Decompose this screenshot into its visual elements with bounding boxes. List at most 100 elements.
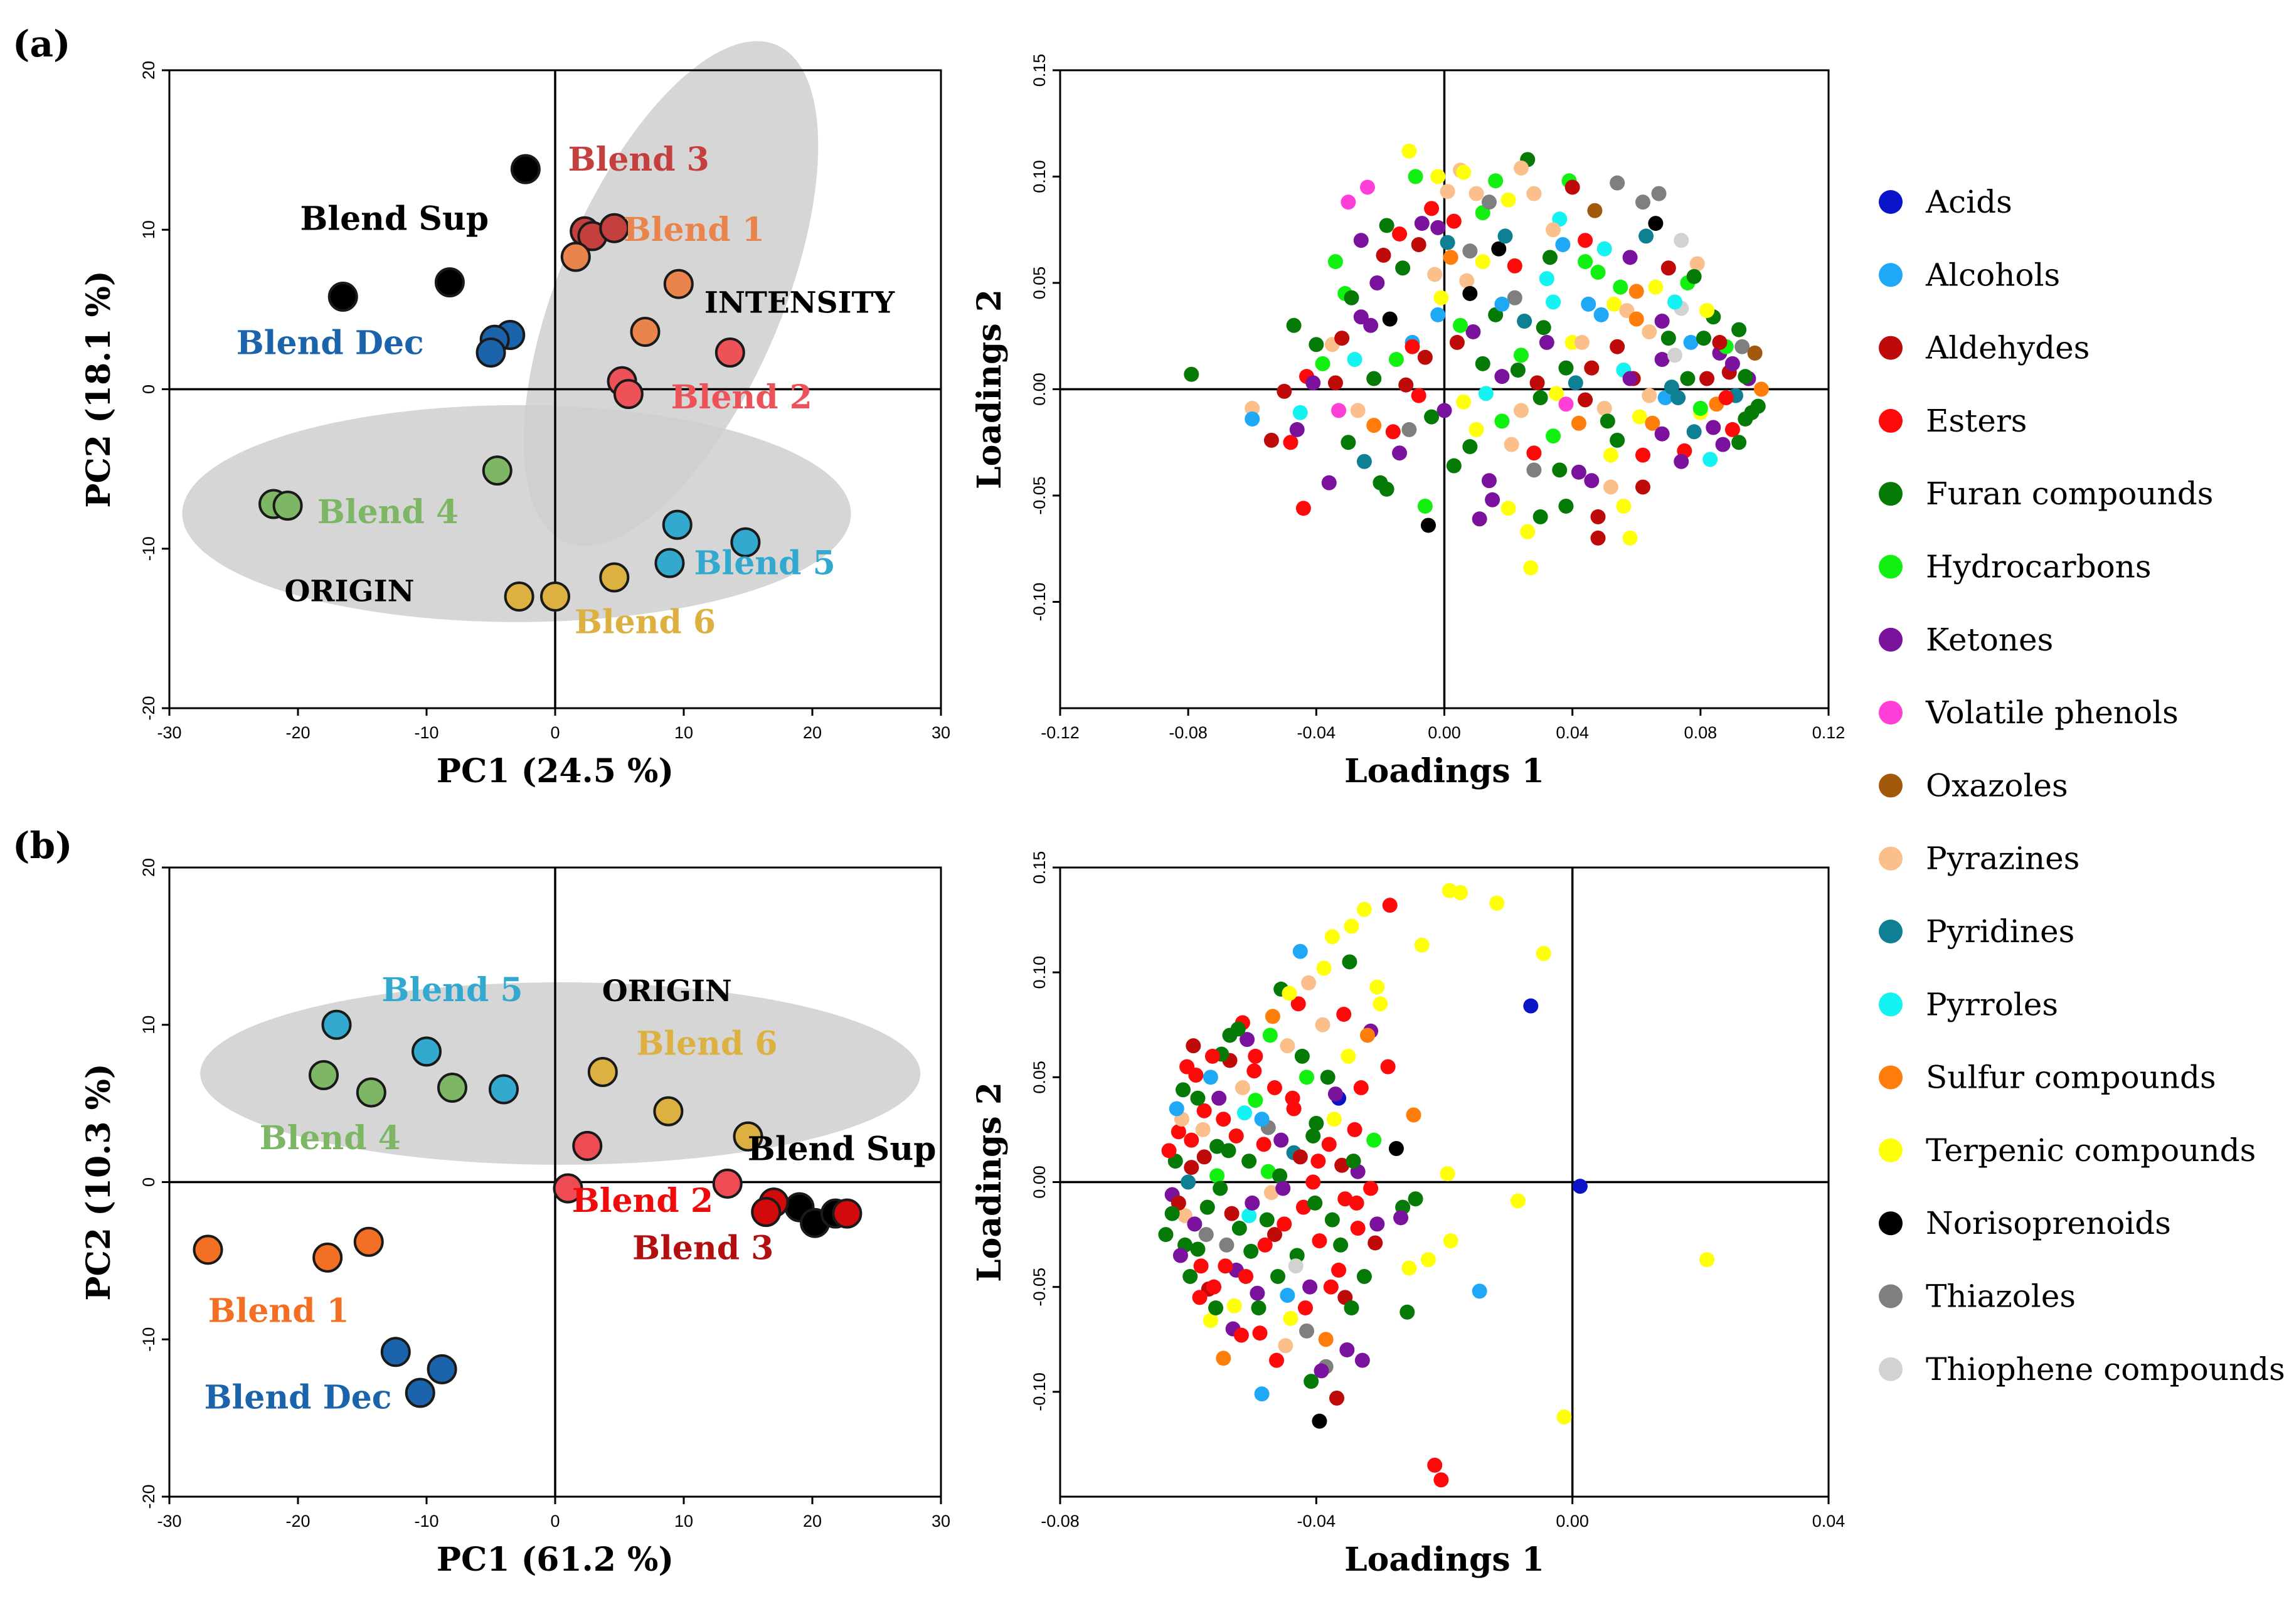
y-tick-label: 0.15 — [1030, 54, 1049, 87]
loading-point-ketones — [1724, 356, 1740, 371]
loading-point-alcohols — [1254, 1386, 1270, 1402]
scores-plot-a: -30 -20 -10 0 10 20 30 -20 -10 0 10 20 PC1 (24.5 %) P… — [80, 41, 950, 790]
loading-point-aldehydes — [1334, 1157, 1350, 1173]
loading-point-pyridines — [1670, 390, 1686, 406]
loading-point-alcohols — [1280, 1288, 1295, 1303]
loading-point-terpenic-compounds — [1453, 885, 1468, 901]
loading-point-pyrazines — [1689, 256, 1705, 272]
loading-point-hydrocarbons — [1315, 356, 1330, 371]
loading-point-thiazoles — [1481, 194, 1497, 210]
loading-point-aldehydes — [1186, 1038, 1201, 1054]
loading-point-aldehydes — [1590, 530, 1606, 546]
loading-point-furan-compounds — [1510, 362, 1526, 378]
group-label-blend-dec: Blend Dec — [204, 1379, 392, 1417]
loading-point-furan-compounds — [1366, 371, 1382, 386]
score-point-blend-1 — [663, 268, 694, 299]
loading-point-esters — [1256, 1137, 1272, 1152]
loading-point-furan-compounds — [1731, 322, 1747, 337]
loading-point-esters — [1382, 898, 1398, 913]
loading-point-thiazoles — [1526, 462, 1542, 478]
loading-point-sulfur-compounds — [1571, 415, 1586, 431]
region-label-intensity: INTENSITY — [704, 285, 895, 320]
loading-point-sulfur-compounds — [1628, 284, 1644, 299]
x-tick-label: 10 — [674, 1512, 693, 1531]
loading-point-thiazoles — [1610, 175, 1625, 191]
x-tick-label: -0.04 — [1297, 723, 1336, 742]
loading-point-pyridines — [1440, 235, 1455, 250]
loading-point-ketones — [1654, 426, 1670, 442]
loading-point-aldehydes — [1334, 331, 1350, 346]
loading-point-aldehydes — [1368, 1235, 1383, 1251]
loading-point-esters — [1405, 339, 1420, 354]
loading-point-ketones — [1302, 1279, 1318, 1295]
score-point-blend-dec — [475, 337, 506, 368]
loading-point-esters — [1433, 1472, 1449, 1488]
loading-point-pyrazines — [1263, 1185, 1279, 1201]
loading-point-terpenic-compounds — [1632, 409, 1647, 425]
loading-point-thiazoles — [1734, 339, 1750, 354]
loading-point-hydrocarbons — [1248, 1093, 1263, 1108]
loading-point-sulfur-compounds — [1753, 381, 1769, 397]
x-tick-label: -20 — [285, 723, 310, 742]
loading-point-pyrazines — [1440, 184, 1455, 199]
y-tick-label: 0.00 — [1030, 1165, 1049, 1199]
loading-point-pyrroles — [1237, 1105, 1252, 1121]
loading-point-esters — [1192, 1290, 1208, 1305]
loading-point-furan-compounds — [1309, 337, 1324, 353]
y-tick-label: 0.05 — [1030, 267, 1049, 300]
loading-point-ketones — [1250, 1285, 1265, 1301]
loading-point-ketones — [1465, 324, 1481, 339]
loading-point-furan-compounds — [1344, 1300, 1359, 1316]
loading-point-terpenic-compounds — [1556, 1409, 1572, 1425]
loading-point-terpenic-compounds — [1316, 960, 1332, 976]
loading-point-terpenic-compounds — [1401, 143, 1417, 159]
y-tick-label: 0.05 — [1030, 1061, 1049, 1094]
loading-point-thiazoles — [1401, 422, 1417, 437]
loading-point-esters — [1305, 1174, 1321, 1190]
legend-label-thiazoles: Thiazoles — [1926, 1278, 2076, 1315]
loading-point-ketones — [1211, 1090, 1227, 1106]
loading-point-furan-compounds — [1446, 458, 1462, 474]
score-point-blend-sup — [434, 267, 465, 298]
loading-point-ketones — [1472, 511, 1487, 527]
y-tick-label: 20 — [139, 858, 158, 877]
x-tick-label: -10 — [414, 1512, 438, 1531]
loading-point-furan-compounds — [1379, 218, 1394, 233]
score-point-blend-3 — [751, 1197, 782, 1228]
score-point-blend-6 — [587, 1056, 618, 1087]
x-tick-label: 0 — [550, 723, 560, 742]
x-axis-title: Loadings 1 — [1344, 1541, 1544, 1579]
y-axis-title: PC2 (10.3 %) — [80, 1063, 118, 1300]
panel-tag-b: (b) — [13, 824, 72, 867]
loading-point-terpenic-compounds — [1699, 1252, 1715, 1268]
loading-point-esters — [1246, 1063, 1262, 1079]
loading-point-furan-compounds — [1182, 1268, 1198, 1284]
loading-point-terpenic-compounds — [1440, 1166, 1455, 1182]
y-tick-label: -10 — [139, 1327, 158, 1352]
loading-point-alcohols — [1472, 1283, 1487, 1299]
y-tick-label: -0.10 — [1030, 583, 1049, 622]
x-tick-label: 20 — [803, 723, 822, 742]
legend-swatch-pyrroles — [1879, 992, 1903, 1017]
loading-point-esters — [1323, 1279, 1339, 1295]
loading-point-esters — [1252, 1325, 1268, 1341]
loading-point-furan-compounds — [1532, 390, 1548, 406]
loading-point-pyrazines — [1504, 437, 1519, 452]
loading-point-esters — [1295, 501, 1311, 516]
legend-label-furan-compounds: Furan compounds — [1926, 475, 2213, 512]
loading-point-pyrazines — [1468, 186, 1484, 201]
loading-point-hydrocarbons — [1260, 1164, 1276, 1179]
loading-point-pyrroles — [1702, 452, 1718, 467]
score-point-blend-6 — [653, 1096, 684, 1127]
score-point-blend-4 — [309, 1059, 339, 1090]
score-point-blend-3 — [832, 1198, 863, 1229]
loading-point-terpenic-compounds — [1203, 1313, 1218, 1329]
loading-point-pyrazines — [1596, 401, 1612, 417]
loading-point-hydrocarbons — [1366, 1132, 1382, 1148]
loading-point-esters — [1578, 233, 1593, 248]
x-tick-label: 0.00 — [1428, 723, 1461, 742]
score-point-blend-6 — [504, 581, 534, 612]
loading-point-volatile-phenols — [1360, 179, 1375, 195]
loading-point-aldehydes — [1267, 1227, 1282, 1243]
